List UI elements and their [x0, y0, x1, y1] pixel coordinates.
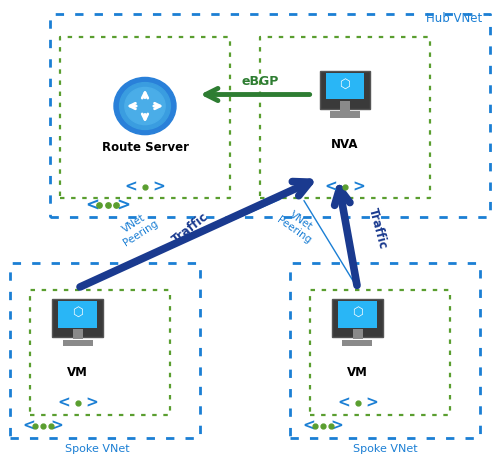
Text: <: < — [124, 179, 138, 194]
Bar — [330, 112, 360, 118]
Text: <: < — [57, 396, 70, 411]
Text: ⬡: ⬡ — [340, 78, 350, 91]
Text: <: < — [22, 419, 35, 434]
Text: Spoke VNet: Spoke VNet — [65, 444, 130, 454]
Text: <: < — [85, 196, 99, 214]
Text: >: > — [365, 396, 378, 411]
Text: <: < — [302, 419, 315, 434]
FancyBboxPatch shape — [326, 73, 364, 99]
FancyBboxPatch shape — [58, 301, 97, 327]
FancyBboxPatch shape — [52, 300, 103, 337]
FancyBboxPatch shape — [320, 71, 370, 108]
Text: eBGP: eBGP — [242, 75, 279, 88]
Circle shape — [114, 77, 176, 135]
Text: >: > — [85, 396, 98, 411]
Text: >: > — [152, 179, 166, 194]
Text: Spoke VNet: Spoke VNet — [352, 444, 418, 454]
Circle shape — [125, 88, 165, 124]
Text: VNet
Peering: VNet Peering — [115, 208, 160, 248]
Text: ⬡: ⬡ — [72, 306, 83, 319]
Bar — [342, 339, 372, 346]
Circle shape — [120, 83, 170, 130]
Text: Traffic: Traffic — [170, 210, 210, 246]
Text: >: > — [50, 419, 63, 434]
Text: Route Server: Route Server — [102, 141, 188, 154]
Bar — [62, 339, 92, 346]
Text: Hub VNet: Hub VNet — [426, 12, 482, 24]
Text: VM: VM — [347, 366, 368, 379]
Text: NVA: NVA — [331, 138, 359, 151]
FancyBboxPatch shape — [332, 300, 383, 337]
Text: >: > — [116, 196, 130, 214]
FancyBboxPatch shape — [338, 301, 377, 327]
Text: VM: VM — [67, 366, 88, 379]
Bar — [352, 329, 362, 339]
Text: Traffic: Traffic — [366, 206, 389, 250]
Bar — [340, 101, 350, 111]
Text: <: < — [337, 396, 350, 411]
Text: VNet
Peering: VNet Peering — [275, 206, 320, 246]
Text: ⬡: ⬡ — [352, 306, 363, 319]
Bar — [72, 329, 83, 339]
Text: <: < — [324, 179, 338, 194]
Text: >: > — [352, 179, 366, 194]
Text: >: > — [330, 419, 343, 434]
